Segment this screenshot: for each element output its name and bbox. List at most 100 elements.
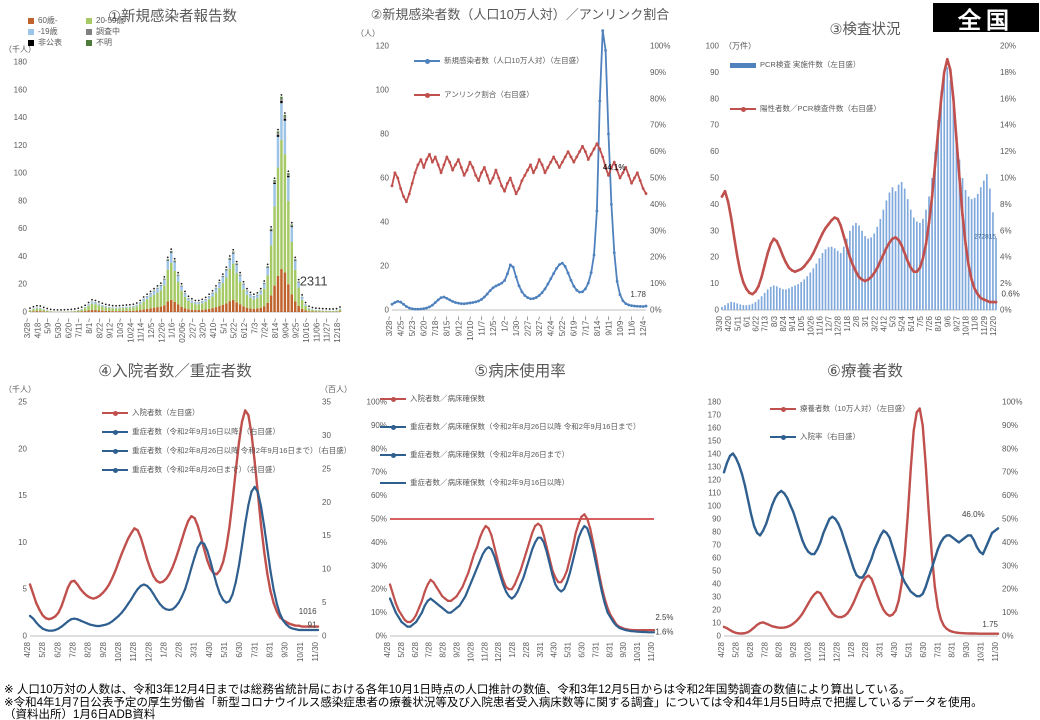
svg-text:11/28: 11/28 (480, 641, 489, 661)
svg-text:100: 100 (14, 169, 28, 178)
legend-line-swatch-icon (102, 429, 128, 435)
svg-text:10/28: 10/28 (114, 641, 123, 662)
svg-text:30: 30 (322, 431, 331, 440)
svg-text:0: 0 (23, 632, 28, 641)
svg-text:6/30: 6/30 (235, 641, 244, 657)
svg-text:5/31: 5/31 (564, 641, 573, 657)
svg-text:7/11~: 7/11~ (75, 318, 84, 338)
legend-item: 不明 (86, 37, 124, 48)
svg-text:5/28: 5/28 (397, 641, 406, 657)
svg-text:160: 160 (708, 424, 722, 433)
svg-text:140: 140 (14, 113, 28, 122)
svg-text:80%: 80% (371, 444, 387, 453)
chart2-plot: 120 100 80 60 40 20 0 （人） 100% 90% 80% 70% 60% 50% 40%… (356, 29, 670, 341)
svg-text:3/31: 3/31 (190, 641, 199, 657)
svg-text:10/24~: 10/24~ (126, 318, 135, 343)
svg-text:12/28: 12/28 (144, 641, 153, 662)
svg-text:20: 20 (18, 444, 27, 453)
svg-text:6/19~: 6/19~ (570, 316, 579, 337)
legend-item: PCR検査 実施件数（左目盛） (730, 60, 881, 70)
svg-text:8/31: 8/31 (605, 641, 614, 657)
svg-text:91: 91 (308, 620, 317, 629)
chart4-plot: 25 20 15 10 5 0 （千人） 35 30 25 20 15 10 5 0 （百人） 4/28 5/28… (4, 384, 352, 662)
legend-label: 非公表 (38, 37, 62, 47)
svg-text:1016: 1016 (299, 607, 317, 616)
legend-square-swatch-icon (86, 28, 92, 35)
svg-text:7/31: 7/31 (250, 641, 259, 657)
legend-item: 陽性者数／PCR検査件数（右目盛） (730, 104, 881, 114)
svg-text:140: 140 (708, 450, 722, 459)
svg-text:11/8: 11/8 (971, 315, 980, 331)
svg-text:100%: 100% (367, 398, 387, 407)
svg-text:11/29: 11/29 (980, 315, 989, 335)
legend-label: 不明 (96, 37, 112, 47)
svg-text:20: 20 (712, 606, 721, 615)
svg-text:3/31: 3/31 (876, 641, 885, 657)
legend-label: 入院率（右目盛） (800, 432, 860, 441)
svg-text:8/24: 8/24 (779, 315, 788, 331)
svg-text:100%: 100% (650, 42, 670, 51)
svg-text:5/31: 5/31 (904, 641, 913, 657)
svg-text:9/14: 9/14 (788, 315, 797, 331)
svg-text:7/18~: 7/18~ (431, 316, 440, 337)
svg-text:9/6: 9/6 (943, 315, 952, 327)
svg-text:6/28: 6/28 (53, 641, 62, 657)
svg-text:6/22: 6/22 (752, 315, 761, 331)
svg-text:4/30: 4/30 (550, 641, 559, 657)
svg-text:80%: 80% (650, 94, 666, 103)
svg-text:1/30~: 1/30~ (512, 316, 521, 337)
chart1-title: ①新規感染者報告数 (108, 9, 237, 25)
legend-label: 重症者数（令和2年8月26日以降 令和2年9月16日まで）（右目盛） (132, 446, 352, 455)
svg-text:70%: 70% (650, 121, 666, 130)
svg-text:10/26: 10/26 (806, 315, 815, 336)
legend-square-swatch-icon (86, 39, 92, 46)
svg-text:9/30: 9/30 (619, 641, 628, 657)
legend-item: -19歳 (28, 26, 86, 37)
svg-text:12/5~: 12/5~ (489, 316, 498, 337)
svg-text:0: 0 (717, 632, 722, 641)
region-label-box: 全国 (933, 3, 1039, 33)
svg-text:2%: 2% (1000, 279, 1012, 288)
svg-text:5/23~: 5/23~ (408, 316, 417, 337)
svg-text:7/28: 7/28 (425, 641, 434, 657)
chart5-legend: 入院者数／病床確保数 重症者数／病床確保数（令和2年8月26日以降 令和2年9月1… (380, 394, 640, 488)
svg-text:7/31: 7/31 (591, 641, 600, 657)
svg-text:1/28: 1/28 (508, 641, 517, 657)
legend-square-swatch-icon (28, 28, 34, 35)
svg-text:11/7~: 11/7~ (477, 316, 486, 336)
svg-text:20: 20 (380, 262, 389, 271)
svg-text:7/13: 7/13 (761, 315, 770, 331)
chart6-title: ⑥療養者数 (827, 363, 903, 380)
svg-text:6/12~: 6/12~ (240, 318, 249, 339)
svg-text:130: 130 (708, 463, 722, 472)
svg-text:7/26: 7/26 (925, 315, 934, 331)
svg-text:8/3: 8/3 (770, 315, 779, 327)
chart2-legend: 新規感染者数（人口10万人対）（左目盛） アンリンク割合（右目盛） (414, 56, 584, 100)
svg-text:80: 80 (18, 196, 27, 205)
svg-text:15: 15 (18, 491, 27, 500)
legend-item: 入院者数（左目盛） (102, 408, 351, 418)
svg-text:10%: 10% (371, 608, 387, 617)
svg-text:（万件）: （万件） (724, 41, 756, 51)
chart-testing-status: ③検査状況 PCR検査 実施件数（左目盛） 陽性者数／PCR検査件数（右目盛） 1… (690, 0, 1040, 358)
svg-text:1.6%: 1.6% (655, 627, 673, 636)
legend-item: 重症者数／病床確保数（令和2年8月26日まで） (380, 450, 640, 460)
svg-text:7/31: 7/31 (933, 641, 942, 657)
svg-text:7/28: 7/28 (68, 641, 77, 657)
svg-text:60: 60 (710, 147, 719, 156)
legend-item: 重症者数（令和2年8月26日以降 令和2年9月16日まで）（右目盛） (102, 446, 351, 456)
svg-text:5/31: 5/31 (220, 641, 229, 657)
svg-text:8/15~: 8/15~ (443, 316, 452, 337)
svg-text:12/18~: 12/18~ (333, 318, 342, 343)
svg-text:4/28: 4/28 (717, 641, 726, 657)
svg-text:25: 25 (322, 464, 331, 473)
svg-text:11/16: 11/16 (815, 315, 824, 335)
svg-text:11/30: 11/30 (647, 641, 656, 661)
chart6-legend: 療養者数（10万人対）（左目盛） 入院率（右目盛） (770, 404, 910, 442)
svg-text:10%: 10% (1000, 174, 1016, 183)
svg-text:80: 80 (712, 528, 721, 537)
svg-text:8/31: 8/31 (948, 641, 957, 657)
svg-text:9/04~: 9/04~ (281, 318, 290, 339)
legend-item: 調査中 (86, 26, 124, 37)
svg-text:12/20: 12/20 (989, 315, 998, 336)
